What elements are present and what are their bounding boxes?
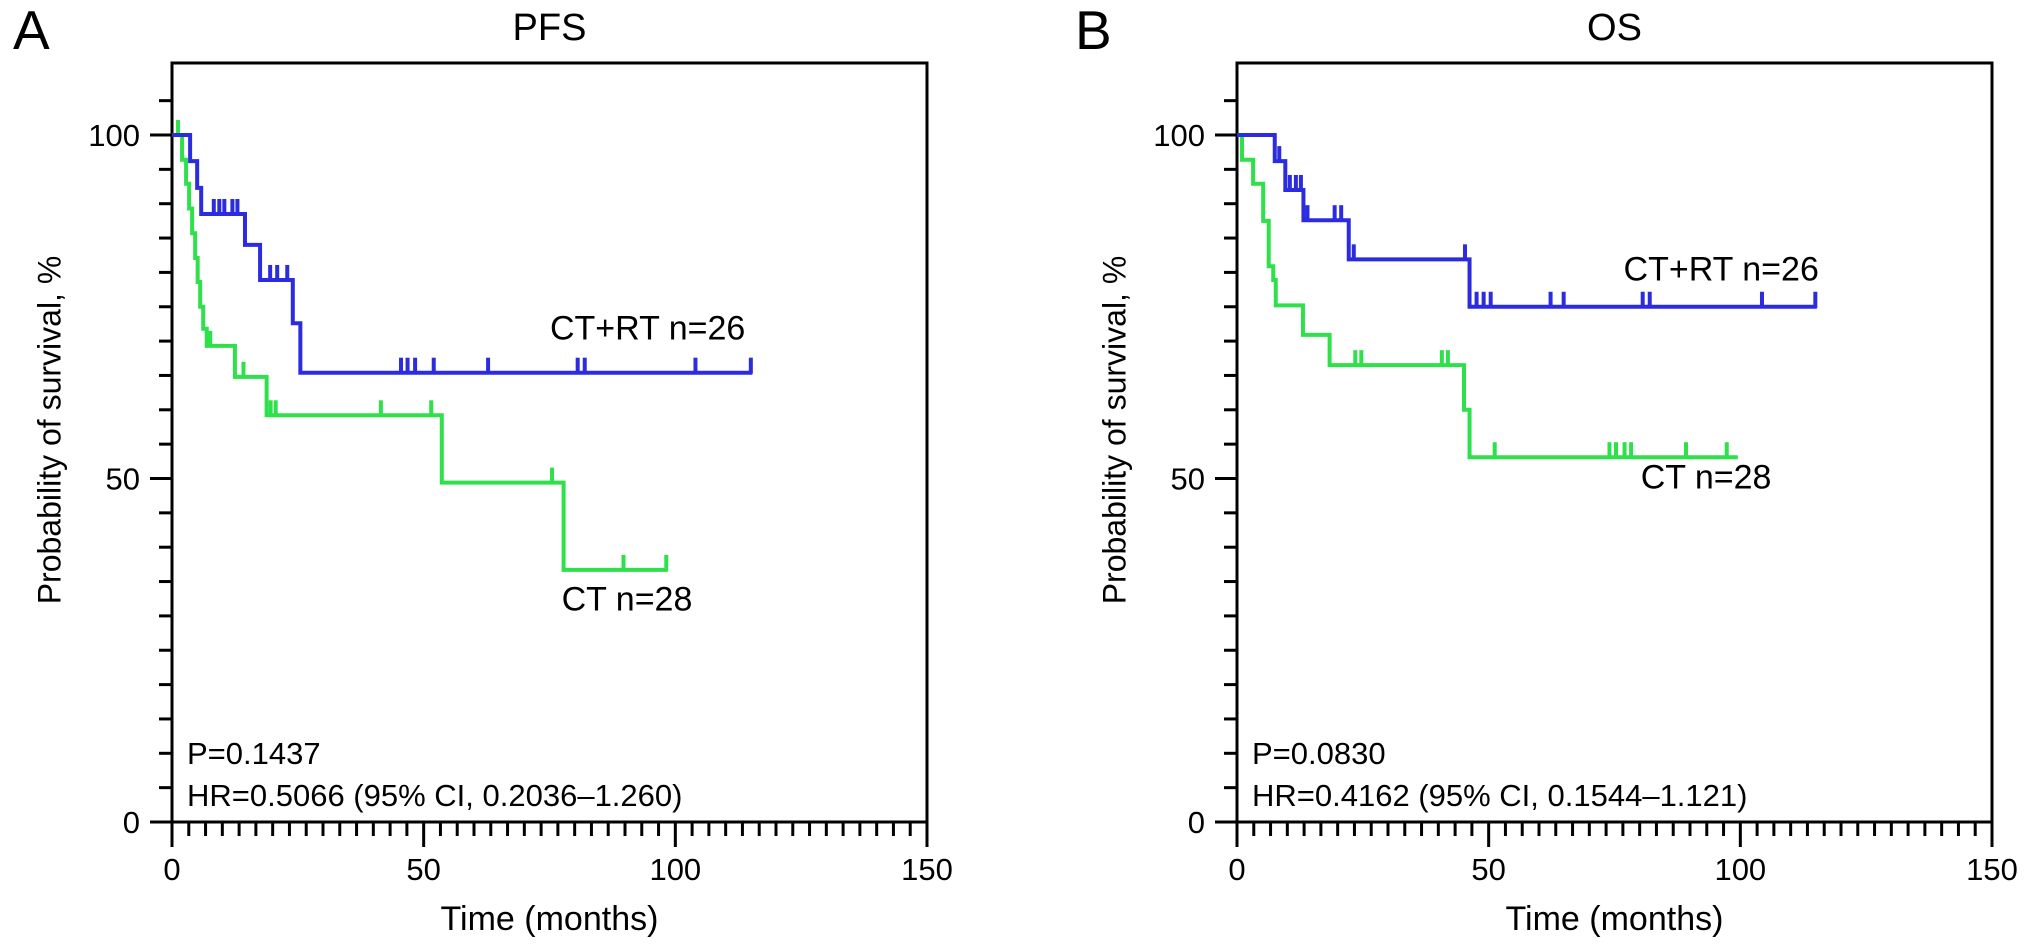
y-tick-label: 50 — [106, 462, 140, 497]
survival-curve-ct — [1237, 133, 1738, 460]
plot-frame — [170, 61, 929, 824]
panel-b-y-axis-label: Probability of survival, % — [1096, 255, 1133, 605]
panel-b-letter: B — [1075, 0, 1112, 61]
panel-a-x-axis-label: Time (months) — [440, 900, 659, 938]
y-tick-label: 100 — [88, 118, 140, 153]
panel-b-ct-rt-label: CT+RT n=26 — [1623, 250, 1819, 289]
y-tick-label: 100 — [1153, 118, 1205, 153]
survival-curve-ct — [172, 133, 668, 572]
y-tick-label: 0 — [1188, 805, 1205, 840]
survival-curve-ct_rt — [1237, 133, 1817, 309]
panel-a-title: PFS — [512, 7, 587, 49]
x-tick-label: 150 — [1966, 852, 2018, 887]
panel-b-x-axis-label: Time (months) — [1505, 900, 1724, 938]
x-tick-label: 100 — [649, 852, 701, 887]
os-plot-canvas: 0 50 100 150 0 50 100 — [1153, 61, 2018, 887]
panel-b-ct-label: CT n=28 — [1640, 458, 1772, 497]
x-tick-label: 50 — [406, 852, 440, 887]
panel-a-y-axis-label: Probability of survival, % — [31, 255, 68, 605]
x-tick-label: 100 — [1714, 852, 1766, 887]
x-tick-label: 0 — [1228, 852, 1245, 887]
survival-curve-ct_rt — [172, 133, 753, 375]
panel-b-stats: P=0.0830 HR=0.4162 (95% CI, 0.1544–1.121… — [1252, 733, 1747, 817]
panel-a-ct-label: CT n=28 — [561, 580, 693, 619]
panel-b-title: OS — [1587, 7, 1642, 49]
panel-os: 0 50 100 150 0 50 100 B OS Probability of surv… — [1016, 0, 2032, 951]
panel-a-letter: A — [13, 0, 50, 61]
plot-frame — [1235, 61, 1994, 824]
panel-a-hazard-ratio: HR=0.5066 (95% CI, 0.2036–1.260) — [187, 778, 683, 813]
panel-a-stats: P=0.1437 HR=0.5066 (95% CI, 0.2036–1.260… — [187, 733, 682, 817]
y-tick-label: 0 — [123, 805, 140, 840]
panel-a-ct-rt-label: CT+RT n=26 — [549, 309, 746, 348]
panel-b-hazard-ratio: HR=0.4162 (95% CI, 0.1544–1.121) — [1252, 778, 1748, 813]
panel-pfs: 0 50 100 150 0 50 100 A PFS Probability of sur… — [13, 0, 953, 938]
x-tick-label: 50 — [1471, 852, 1505, 887]
pfs-plot-canvas: 0 50 100 150 0 50 100 — [88, 61, 953, 887]
x-tick-label: 150 — [901, 852, 953, 887]
panel-a-p-value: P=0.1437 — [187, 736, 321, 771]
y-tick-label: 50 — [1171, 462, 1205, 497]
x-tick-label: 0 — [163, 852, 180, 887]
panel-b-p-value: P=0.0830 — [1252, 736, 1386, 771]
